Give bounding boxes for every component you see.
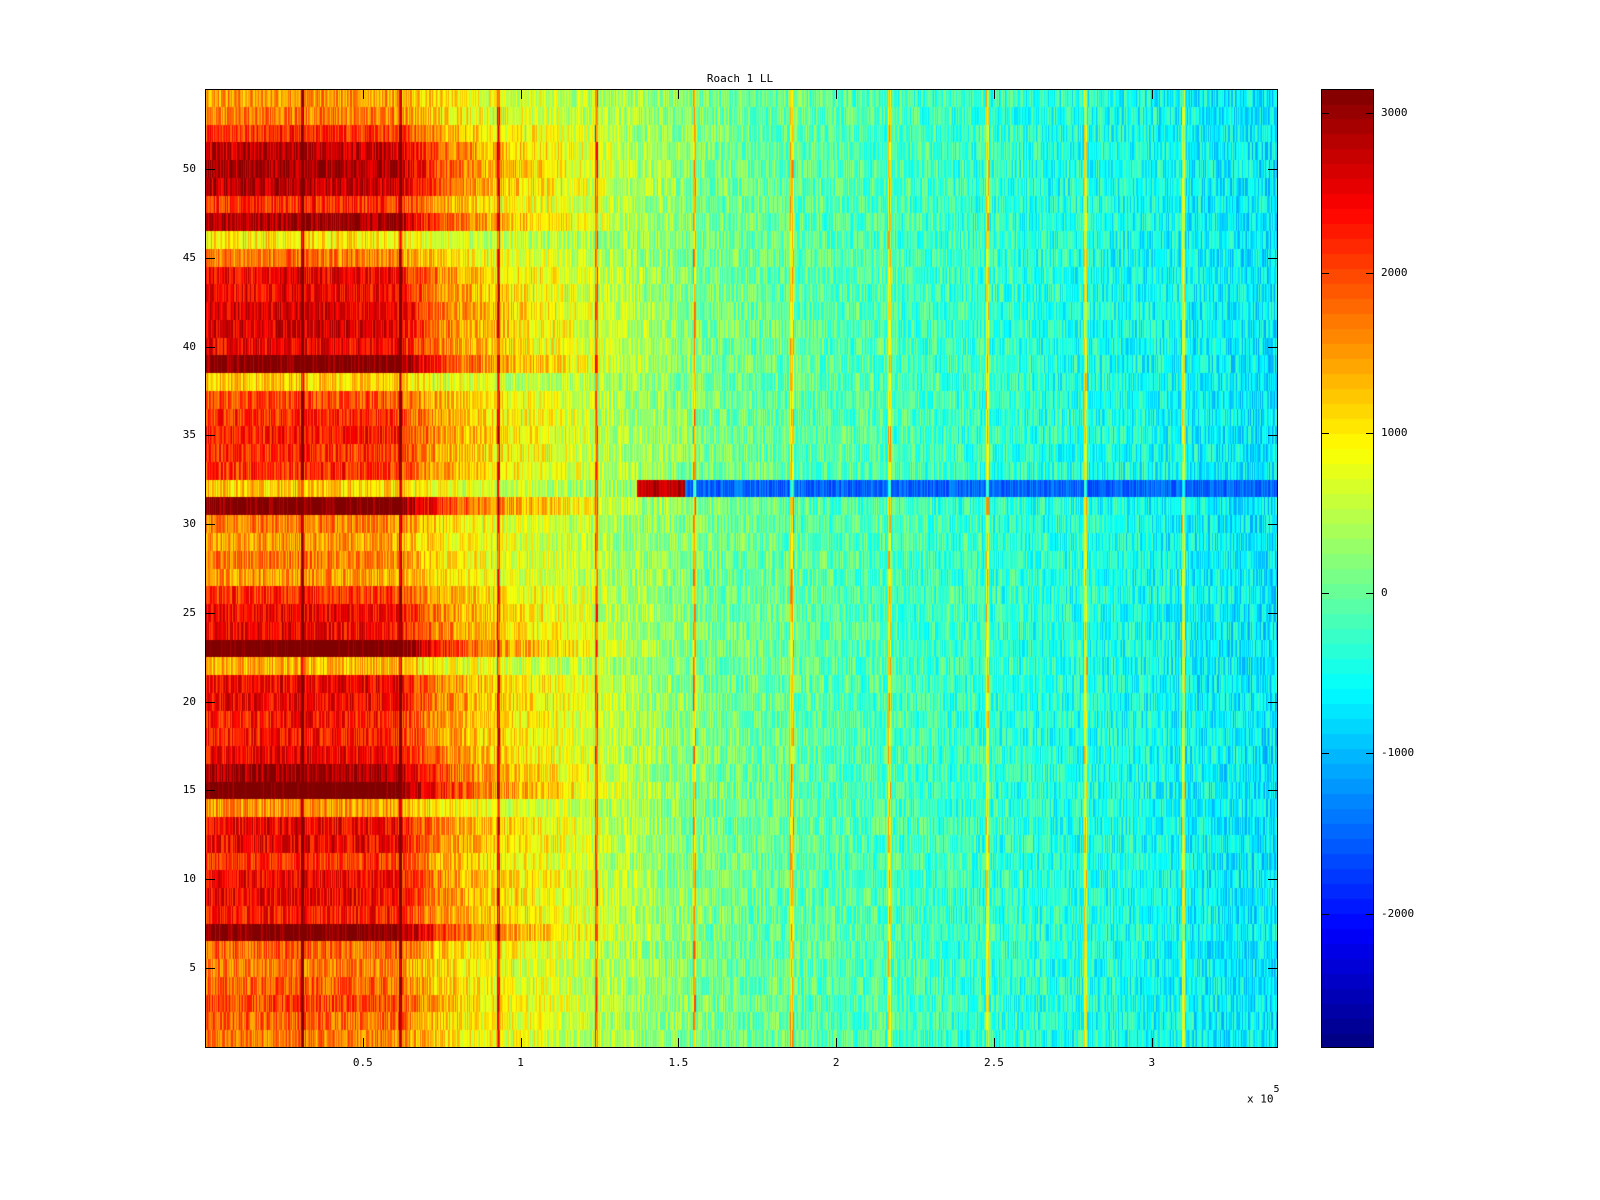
x-tick-mark: [836, 1038, 838, 1048]
y-tick-mark: [205, 257, 215, 259]
colorbar-tick-label: 2000: [1381, 266, 1408, 280]
y-tick-mark-right: [1268, 701, 1278, 703]
x-multiplier: x 105: [1247, 1084, 1280, 1106]
colorbar-tick-mark-left: [1321, 913, 1329, 915]
x-tick-label: 1: [517, 1056, 524, 1069]
heatmap-cells: [205, 89, 1278, 1048]
x-tick-mark-top: [362, 89, 364, 99]
y-tick-label: 20: [182, 694, 196, 708]
x-tick-mark-top: [836, 89, 838, 99]
x-multiplier-exponent: 5: [1273, 1084, 1280, 1095]
x-tick-mark: [362, 1038, 364, 1048]
x-tick-mark: [678, 1038, 680, 1048]
colorbar-tick-mark-left: [1321, 273, 1329, 275]
colorbar-tick-mark: [1366, 913, 1374, 915]
colorbar-tick-mark-left: [1321, 433, 1329, 435]
colorbar-tick-label: 0: [1381, 586, 1388, 600]
y-tick-label: 30: [182, 517, 196, 531]
colorbar-tick-mark: [1366, 753, 1374, 755]
colorbar-tick-label: 3000: [1381, 106, 1408, 119]
y-tick-mark-right: [1268, 346, 1278, 348]
x-tick-mark-top: [520, 89, 522, 99]
y-tick-mark: [205, 879, 215, 881]
plot-area: [205, 89, 1278, 1048]
y-tick-label: 15: [182, 783, 196, 797]
x-tick-label: 2: [832, 1056, 840, 1069]
x-tick-label: 2.5: [984, 1056, 1004, 1069]
x-tick-label: 1.5: [668, 1056, 689, 1069]
y-tick-mark-right: [1268, 168, 1278, 170]
x-multiplier-text: x 10: [1247, 1092, 1274, 1106]
colorbar-tick-mark-left: [1321, 593, 1329, 595]
y-tick-mark-right: [1268, 612, 1278, 614]
colorbar-tick-mark-left: [1321, 753, 1329, 755]
x-tick-mark-top: [993, 89, 995, 99]
y-tick-label: 50: [182, 161, 196, 175]
colorbar-tick-mark: [1366, 593, 1374, 595]
x-tick-mark-top: [678, 89, 680, 99]
y-tick-mark-right: [1268, 435, 1278, 437]
colorbar-tick-mark: [1366, 433, 1374, 435]
chart-title: Roach 1 LL: [706, 72, 774, 85]
y-tick-mark: [205, 524, 215, 526]
y-tick-mark-right: [1268, 790, 1278, 792]
y-tick-mark: [205, 435, 215, 437]
colorbar-tick-label: -2000: [1381, 906, 1415, 920]
y-tick-label: 5: [189, 961, 196, 975]
colorbar-tick-mark: [1366, 113, 1374, 114]
colorbar-tick-mark-left: [1321, 113, 1329, 114]
x-tick-label: 3: [1148, 1056, 1156, 1069]
y-tick-mark-right: [1268, 257, 1278, 259]
y-tick-mark-right: [1268, 968, 1278, 970]
x-tick-mark: [993, 1038, 995, 1048]
colorbar-tick-label: 1000: [1381, 426, 1408, 440]
y-tick-mark: [205, 612, 215, 614]
y-tick-mark: [205, 168, 215, 170]
y-tick-mark: [205, 701, 215, 703]
y-tick-label: 45: [182, 250, 196, 264]
y-tick-label: 40: [182, 339, 196, 353]
y-tick-mark-right: [1268, 879, 1278, 881]
colorbar: [1321, 89, 1374, 1048]
y-tick-mark-right: [1268, 524, 1278, 526]
colorbar-frame: [1321, 89, 1374, 1048]
y-tick-mark: [205, 790, 215, 792]
colorbar-tick-label: -1000: [1381, 746, 1415, 760]
x-tick-mark-top: [1151, 89, 1153, 99]
x-tick-mark: [1151, 1038, 1153, 1048]
y-tick-label: 35: [182, 428, 196, 442]
y-tick-mark: [205, 346, 215, 348]
y-tick-mark: [205, 968, 215, 970]
x-tick-label: 0.5: [352, 1056, 373, 1069]
colorbar-tick-mark: [1366, 273, 1374, 275]
x-tick-mark: [520, 1038, 522, 1048]
y-tick-label: 25: [182, 605, 196, 619]
y-tick-label: 10: [182, 872, 196, 886]
